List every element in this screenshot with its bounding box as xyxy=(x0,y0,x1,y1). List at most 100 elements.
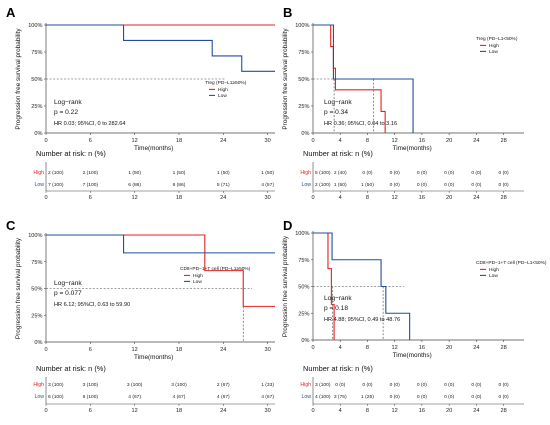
x-tick-label: 18 xyxy=(176,138,182,144)
legend-title: CD8+PD−1+T cell (PD−L1≥50%) xyxy=(180,266,251,272)
risk-cell: 4 (57) xyxy=(261,182,274,188)
y-axis-title: Progression free survival probability xyxy=(282,235,289,337)
km-curve-low xyxy=(313,232,411,340)
km-curve-high xyxy=(313,24,386,133)
risk-cell: 3 (100) xyxy=(48,382,64,388)
y-tick-label: 100% xyxy=(28,23,42,29)
risk-cell: 0 (0) xyxy=(499,182,509,188)
risk-cell: 1 (50) xyxy=(217,170,230,176)
risk-cell: 0 (0) xyxy=(417,182,427,188)
y-axis-title: Progression free survival probability xyxy=(15,237,22,339)
annotation-p-value: p = 0.077 xyxy=(54,290,82,297)
y-tick-label: 75% xyxy=(298,258,309,264)
x-tick-label: 18 xyxy=(176,347,182,353)
risk-cell: 1 (50) xyxy=(334,182,347,188)
risk-cell: 0 (0) xyxy=(390,182,400,188)
risk-x-tick-label: 12 xyxy=(132,195,138,201)
risk-cell: 3 (100) xyxy=(83,382,99,388)
annotation-p-value: p = 0.22 xyxy=(54,109,78,116)
x-tick-label: 8 xyxy=(366,345,369,351)
risk-x-tick-label: 30 xyxy=(264,195,270,201)
x-tick-label: 16 xyxy=(419,138,425,144)
risk-x-tick-label: 20 xyxy=(446,195,452,201)
x-tick-label: 0 xyxy=(311,345,314,351)
legend-label: High xyxy=(218,87,228,93)
risk-cell: 1 (50) xyxy=(261,170,274,176)
risk-x-tick-label: 0 xyxy=(44,408,47,414)
risk-cell: 1 (50) xyxy=(173,170,186,176)
panel-b: B 0% 25% 50% 75% 100% 0 4 8 12 16 20 24 28 Time(months… xyxy=(282,5,524,201)
legend-title: CD8+PD−1+T cell (PD−L1<50%) xyxy=(476,260,547,266)
risk-cell: 0 (0) xyxy=(499,394,509,400)
annotation-p-value: p = 0.34 xyxy=(324,109,348,116)
y-tick-label: 100% xyxy=(295,231,309,237)
risk-x-tick-label: 28 xyxy=(500,195,506,201)
x-tick-label: 4 xyxy=(339,138,342,144)
risk-cell: 0 (0) xyxy=(390,394,400,400)
risk-x-tick-label: 16 xyxy=(419,408,425,414)
annotation-test: Log−rank xyxy=(54,99,82,106)
risk-x-tick-label: 24 xyxy=(473,195,479,201)
risk-row-label: High xyxy=(300,382,311,388)
y-tick-label: 50% xyxy=(298,285,309,291)
y-tick-label: 75% xyxy=(31,260,42,266)
risk-row-label: Low xyxy=(34,182,44,188)
y-tick-label: 75% xyxy=(298,50,309,56)
x-tick-label: 12 xyxy=(392,345,398,351)
risk-table-title: Number at risk: n (%) xyxy=(303,364,373,373)
risk-row-label: High xyxy=(300,170,311,176)
legend-label: Low xyxy=(489,49,498,55)
risk-cell: 0 (0) xyxy=(444,382,454,388)
y-axis-title: Progression free survival probability xyxy=(282,28,289,130)
risk-cell: 6 (86) xyxy=(128,182,141,188)
risk-cell: 2 (100) xyxy=(83,170,99,176)
y-tick-label: 0% xyxy=(301,338,309,344)
annotation-test: Log−rank xyxy=(54,280,82,287)
legend-label: High xyxy=(193,273,203,279)
risk-cell: 7 (100) xyxy=(48,182,64,188)
risk-cell: 3 (75) xyxy=(334,394,347,400)
annotation-p-value: p = 0.18 xyxy=(324,305,348,312)
risk-cell: 0 (0) xyxy=(444,394,454,400)
risk-cell: 1 (50) xyxy=(128,170,141,176)
risk-cell: 4 (67) xyxy=(217,394,230,400)
risk-cell: 2 (67) xyxy=(217,382,230,388)
x-tick-label: 12 xyxy=(132,347,138,353)
panel-a: A 0% 25% 50% 75% 100% 0 6 12 18 24 30 Time(months) Pr… xyxy=(6,5,275,201)
y-tick-label: 50% xyxy=(31,77,42,83)
risk-x-tick-label: 6 xyxy=(89,408,92,414)
risk-x-tick-label: 24 xyxy=(473,408,479,414)
annotation-hazard-ratio: HR 0.03; 95%CI, 0 to 282.64 xyxy=(54,121,126,127)
x-tick-label: 0 xyxy=(44,138,47,144)
risk-cell: 5 (71) xyxy=(217,182,230,188)
annotation-hazard-ratio: HR 4.88; 95%CI, 0.49 to 48.76 xyxy=(324,317,400,323)
risk-cell: 4 (67) xyxy=(128,394,141,400)
risk-cell: 6 (86) xyxy=(173,182,186,188)
x-tick-label: 30 xyxy=(264,138,270,144)
km-curve-low xyxy=(46,234,275,254)
x-axis-title: Time(months) xyxy=(134,354,173,361)
panel-letter: B xyxy=(283,5,292,20)
risk-cell: 0 (0) xyxy=(444,182,454,188)
risk-x-tick-label: 4 xyxy=(339,408,342,414)
x-tick-label: 28 xyxy=(500,345,506,351)
x-tick-label: 8 xyxy=(366,138,369,144)
risk-cell: 6 (100) xyxy=(83,394,99,400)
y-tick-label: 75% xyxy=(31,50,42,56)
x-tick-label: 30 xyxy=(264,347,270,353)
risk-cell: 4 (100) xyxy=(315,394,331,400)
risk-row-label: Low xyxy=(34,394,44,400)
panel-letter: C xyxy=(6,218,16,233)
risk-x-tick-label: 4 xyxy=(339,195,342,201)
legend-label: Low xyxy=(218,93,227,99)
risk-cell: 0 (0) xyxy=(471,394,481,400)
risk-cell: 0 (0) xyxy=(417,382,427,388)
y-tick-label: 50% xyxy=(298,77,309,83)
risk-cell: 0 (0) xyxy=(362,382,372,388)
risk-x-tick-label: 18 xyxy=(176,195,182,201)
x-axis-title: Time(months) xyxy=(134,145,173,152)
risk-cell: 0 (0) xyxy=(471,170,481,176)
